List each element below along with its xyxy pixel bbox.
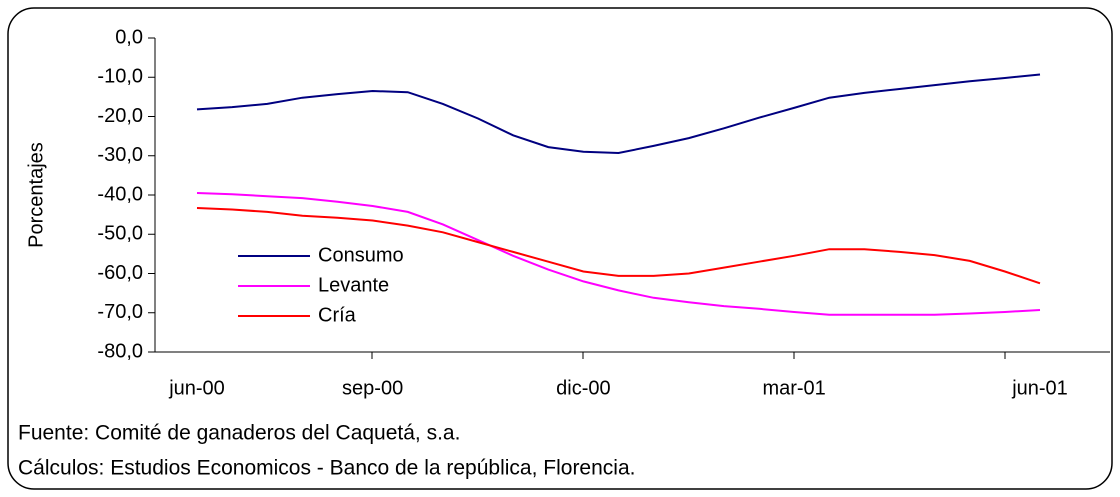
y-tick-label: -30,0 (97, 144, 143, 166)
frame (7, 7, 1113, 490)
source-note: Fuente: Comité de ganaderos del Caquetá,… (18, 422, 460, 445)
y-tick-label: -80,0 (97, 340, 143, 362)
x-tick-marks (371, 352, 1006, 359)
y-tick-label: -50,0 (97, 223, 143, 245)
x-tick-label: sep-00 (342, 377, 403, 399)
y-tick-label: -70,0 (97, 301, 143, 323)
calc-note: Cálculos: Estudios Economicos - Banco de… (18, 457, 635, 480)
y-tick-label: -20,0 (97, 105, 143, 127)
legend-label: Cría (318, 304, 357, 326)
y-tick-label: 0,0 (115, 26, 143, 48)
y-axis-title: Porcentajes (25, 142, 47, 248)
series-line (196, 73, 1041, 155)
y-tick-label: -10,0 (97, 66, 143, 88)
legend-label: Levante (318, 274, 389, 296)
series-line (196, 207, 1041, 285)
x-tick-label: jun-00 (168, 377, 225, 399)
series-line (196, 192, 1041, 316)
x-tick-label: dic-00 (556, 377, 610, 399)
y-tick-label: -60,0 (97, 262, 143, 284)
x-tick-label: mar-01 (762, 377, 825, 399)
y-tick-label: -40,0 (97, 183, 143, 205)
legend-label: Consumo (318, 244, 404, 266)
x-tick-label: jun-01 (1011, 377, 1068, 399)
